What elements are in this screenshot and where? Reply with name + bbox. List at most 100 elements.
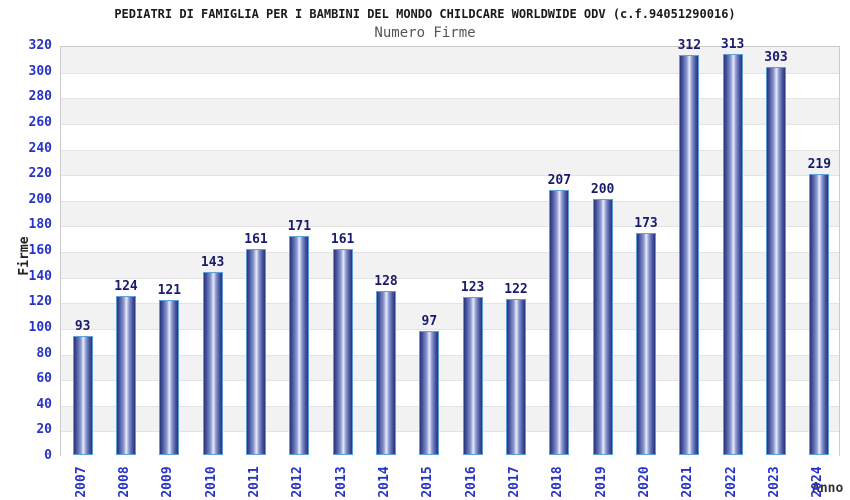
grid-band [61, 405, 839, 432]
bar-value-label: 121 [157, 282, 182, 298]
y-tick-label: 320 [28, 38, 52, 53]
bar-value-label: 143 [200, 254, 225, 270]
y-tick-label: 40 [36, 396, 52, 412]
grid-band [61, 354, 839, 381]
y-tick-label: 280 [28, 89, 52, 105]
gridline [61, 328, 839, 330]
y-tick-label: 120 [28, 294, 52, 310]
grid-band [61, 47, 839, 73]
y-tick-label: 300 [28, 63, 52, 79]
gridline [61, 405, 839, 407]
grid-band [61, 380, 839, 406]
bar-value-label: 207 [547, 172, 572, 188]
gridline [61, 380, 839, 382]
bar-2008[interactable] [116, 296, 136, 455]
y-tick-label: 20 [36, 422, 52, 438]
y-tick-label: 60 [36, 371, 52, 387]
x-tick-label-2007: 2007 [73, 466, 89, 498]
x-tick-label-2024: 2024 [810, 466, 826, 498]
x-tick-label-2017: 2017 [507, 466, 522, 498]
gridline [61, 98, 839, 100]
bar-value-label: 161 [244, 231, 268, 247]
x-tick-label-2022: 2022 [723, 466, 739, 498]
bar-2015[interactable] [419, 330, 440, 455]
grid-band [61, 277, 839, 304]
x-tick-label-2013: 2013 [333, 466, 349, 498]
x-tick-label-2012: 2012 [290, 466, 306, 498]
gridline [61, 175, 839, 177]
bar-2021[interactable] [679, 55, 700, 455]
grid-band [61, 431, 839, 457]
x-tick-label-2019: 2019 [593, 466, 609, 498]
y-tick-label: 200 [28, 191, 52, 207]
gridline [61, 200, 839, 202]
grid-band [61, 149, 839, 176]
bar-2012[interactable] [289, 235, 310, 455]
gridline [61, 431, 839, 433]
bar-value-label: 312 [677, 38, 702, 54]
gridline [61, 277, 839, 279]
y-tick-label: 0 [44, 448, 52, 463]
gridline [61, 123, 839, 125]
grid-band [61, 252, 839, 278]
grid-band [61, 123, 839, 150]
grid-band [61, 328, 839, 355]
grid-band [61, 200, 839, 227]
bar-value-label: 173 [634, 216, 658, 232]
y-tick-label: 80 [36, 345, 52, 361]
bar-value-label: 171 [287, 218, 312, 234]
gridline [61, 72, 839, 74]
bar-2017[interactable] [506, 298, 526, 455]
bar-value-label: 123 [460, 280, 485, 296]
bar-2023[interactable] [766, 66, 786, 455]
y-tick-label: 260 [28, 114, 52, 130]
bar-2013[interactable] [332, 248, 353, 455]
bar-2018[interactable] [549, 189, 570, 455]
gridline [61, 354, 839, 356]
grid-band [61, 226, 839, 252]
y-tick-label: 140 [28, 268, 52, 284]
chart-subtitle: Numero Firme [374, 25, 476, 41]
grid-band [61, 303, 839, 329]
bar-2019[interactable] [592, 198, 613, 455]
bar-2016[interactable] [462, 297, 483, 455]
bar-value-label: 303 [764, 49, 788, 65]
x-tick-label-2009: 2009 [160, 466, 176, 498]
bar-value-label: 313 [720, 36, 745, 52]
x-tick-label-2023: 2023 [767, 466, 782, 498]
x-tick-label-2014: 2014 [377, 466, 392, 498]
y-tick-label: 240 [28, 140, 52, 156]
bar-2011[interactable] [246, 248, 266, 455]
x-tick-label-2018: 2018 [550, 466, 566, 498]
x-tick-label-2020: 2020 [637, 466, 652, 498]
bar-2022[interactable] [722, 53, 743, 455]
x-tick-label-2008: 2008 [117, 466, 132, 498]
bar-2014[interactable] [376, 291, 396, 455]
gridline [61, 149, 839, 151]
y-tick-label: 100 [28, 319, 52, 335]
bar-2024[interactable] [809, 174, 830, 455]
x-tick-label-2016: 2016 [463, 466, 479, 498]
bar-2007[interactable] [72, 335, 93, 455]
gridline [61, 303, 839, 305]
grid-band [61, 98, 839, 124]
x-axis-title: Anno [812, 481, 844, 496]
plot-area: 93 124 121 143 161 171 161 128 97 123 122 207 200 173… [60, 37, 840, 457]
gridline [61, 226, 839, 228]
bar-value-label: 200 [590, 181, 615, 197]
bar-value-label: 219 [807, 157, 832, 173]
bar-2010[interactable] [202, 271, 223, 455]
bar-2009[interactable] [159, 299, 180, 455]
bar-value-label: 122 [504, 281, 528, 297]
bar-value-label: 97 [421, 313, 438, 329]
x-tick-label-2011: 2011 [247, 466, 262, 498]
y-tick-label: 220 [28, 166, 52, 182]
chart-title: PEDIATRI DI FAMIGLIA PER I BAMBINI DEL M… [114, 7, 736, 21]
grid-band [61, 175, 839, 201]
bar-value-label: 128 [374, 274, 398, 289]
y-tick-label: 180 [28, 217, 52, 233]
bar-value-label: 124 [114, 279, 138, 295]
bar-2020[interactable] [636, 233, 656, 455]
grid-band [61, 72, 839, 99]
